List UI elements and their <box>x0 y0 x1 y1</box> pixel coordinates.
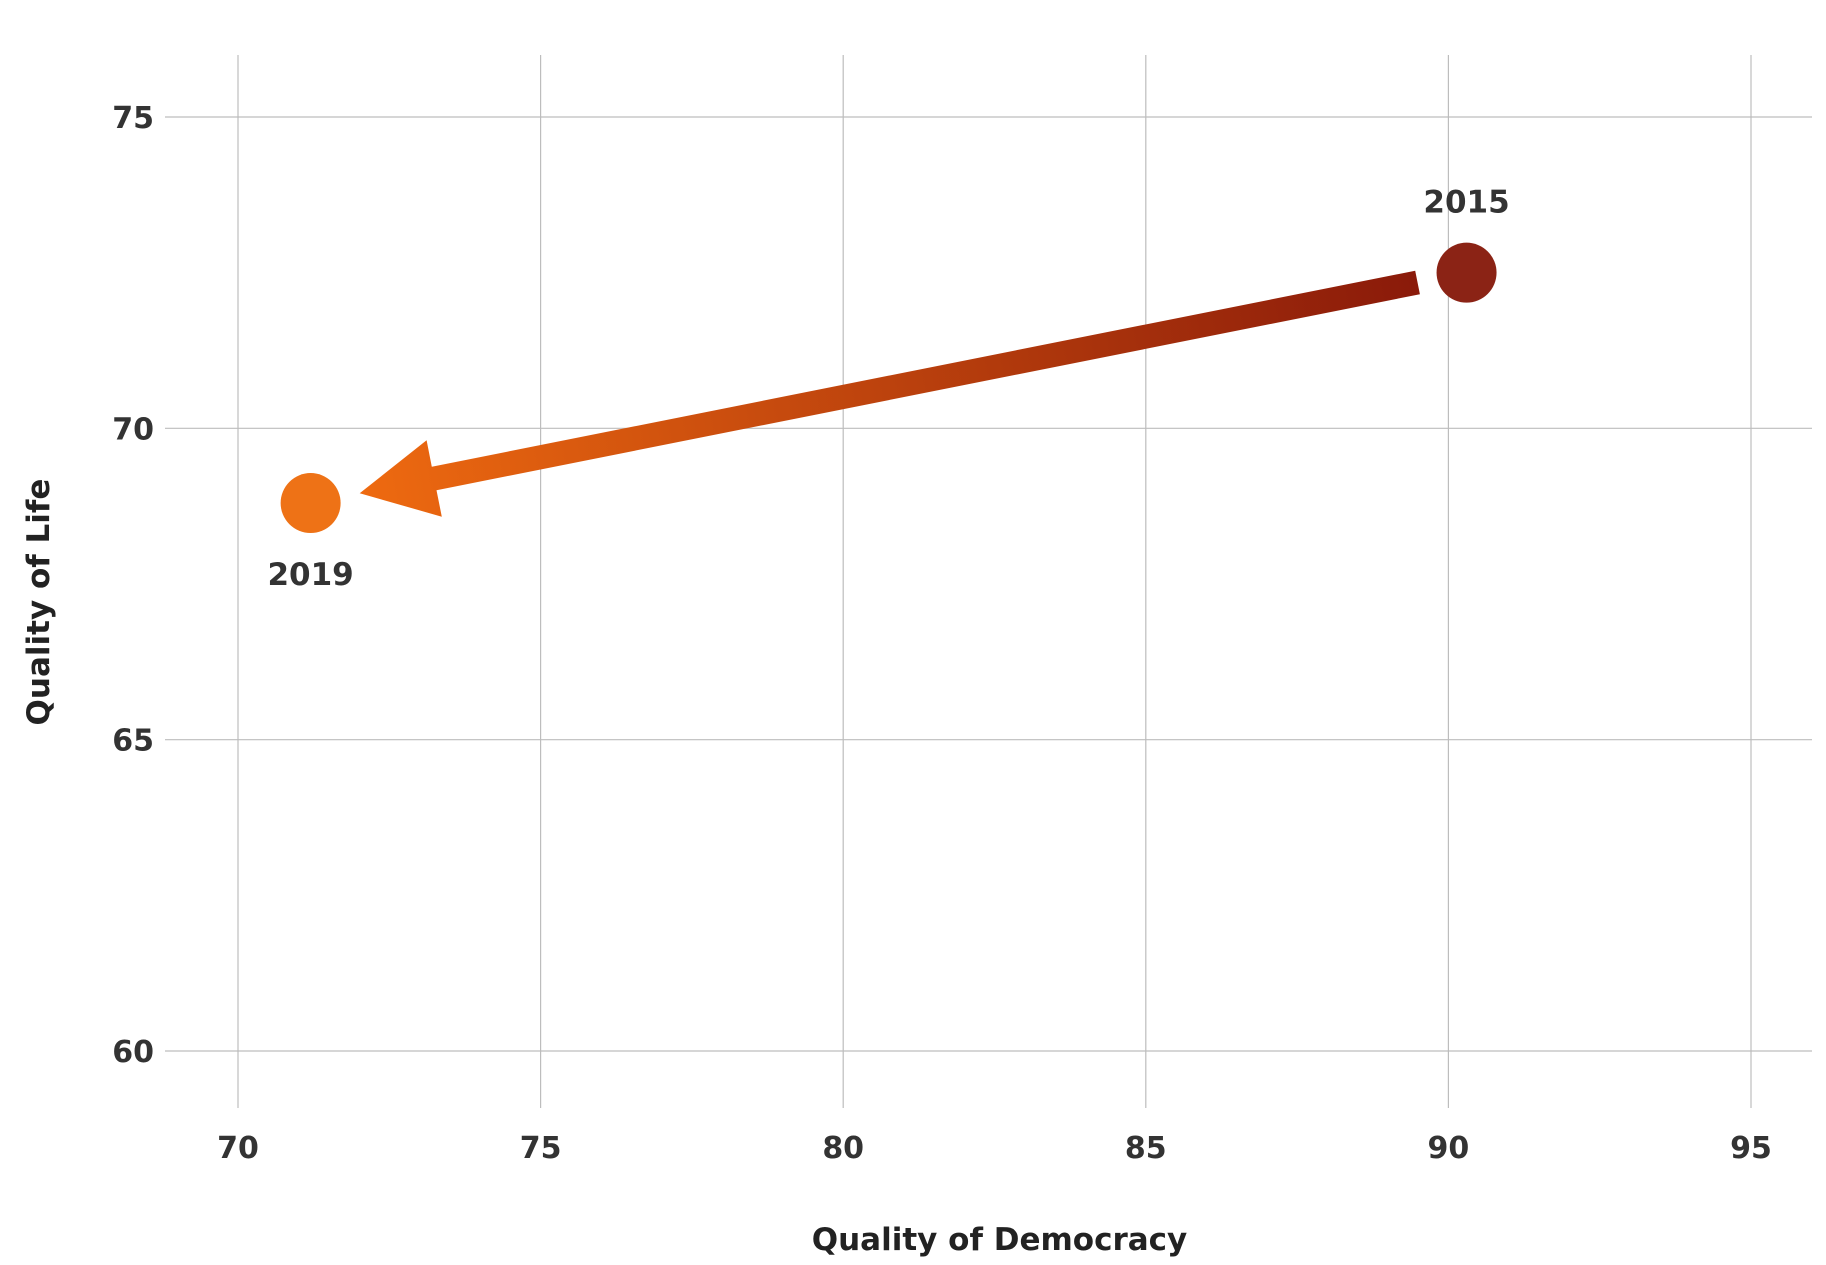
y-tick-label: 65 <box>112 724 154 759</box>
x-tick-label: 70 <box>217 1131 259 1166</box>
x-tick-label: 90 <box>1428 1131 1470 1166</box>
x-axis-title: Quality of Democracy <box>812 1222 1188 1258</box>
point-2015 <box>1436 242 1497 303</box>
point-label-2015: 2015 <box>1423 185 1509 221</box>
y-tick-label: 75 <box>112 101 154 136</box>
tick-labels: 70 75 80 85 90 95 60 65 70 75 <box>112 101 1772 1166</box>
y-tick-label: 70 <box>112 412 154 447</box>
gridlines <box>165 55 1812 1108</box>
trend-arrow-layer <box>359 270 1420 517</box>
data-points: 2015 2019 <box>267 185 1509 593</box>
x-tick-label: 80 <box>822 1131 864 1166</box>
x-tick-label: 75 <box>520 1131 562 1166</box>
x-tick-label: 95 <box>1730 1131 1772 1166</box>
y-axis-title: Quality of Life <box>21 479 57 726</box>
point-label-2019: 2019 <box>267 557 353 593</box>
point-2019 <box>280 473 341 534</box>
trend-arrow <box>359 270 1420 517</box>
y-tick-label: 60 <box>112 1035 154 1070</box>
x-tick-label: 85 <box>1125 1131 1167 1166</box>
